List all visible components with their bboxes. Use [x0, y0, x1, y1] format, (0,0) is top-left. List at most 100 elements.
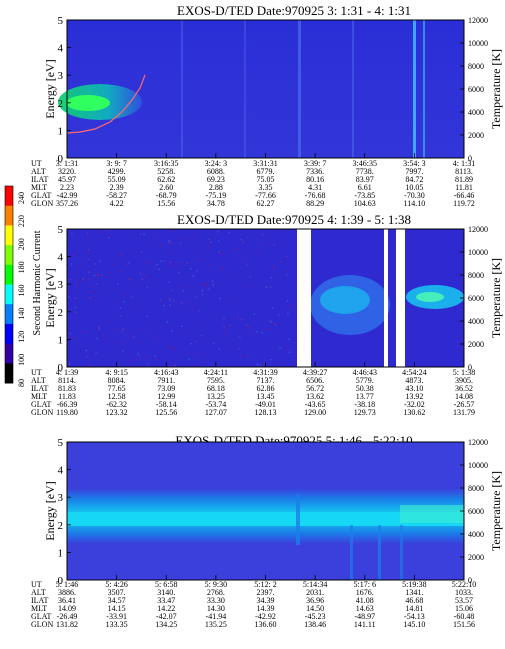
panel-3-stripe — [296, 495, 300, 545]
row-value: -43.65 — [305, 400, 326, 409]
panel-2-noise-speck — [180, 242, 182, 245]
panel-2-noise-speck — [93, 274, 96, 277]
row-value: -42.99 — [57, 191, 78, 200]
row-value: 5258. — [157, 167, 175, 176]
panel-2-noise-speck — [263, 361, 266, 364]
row-value: 4: 1:39 — [56, 368, 78, 377]
panel-2-noise-speck — [209, 263, 212, 266]
y2-tick-label: 2000 — [468, 131, 484, 140]
row-value: 68.18 — [207, 384, 225, 393]
row-value: 128.13 — [255, 408, 277, 417]
row-value: 3905. — [455, 376, 473, 385]
panel-2-noise-speck — [192, 364, 194, 367]
y-tick-label: 4 — [58, 43, 64, 55]
row-value: -58.14 — [156, 400, 177, 409]
panel-2-noise-speck — [178, 272, 180, 274]
panel-2-noise-speck — [86, 249, 89, 251]
panel-2-noise-speck — [195, 340, 197, 343]
row-value: 41.08 — [356, 596, 374, 605]
panel-1-energy-core — [66, 95, 110, 111]
panel-2-noise-speck — [186, 262, 188, 264]
panel-1-axes: 0 1 2 3 4 5 0 2000 4000 6000 8000 10000 12000 Energy … — [31, 15, 503, 208]
panel-2-noise-speck — [139, 232, 142, 235]
panel-2-noise-speck — [95, 290, 97, 292]
panel-2-noise-speck — [119, 306, 122, 309]
panel-2-noise-speck — [72, 254, 74, 257]
row-value: 14.81 — [405, 604, 423, 613]
panel-2-noise-speck — [117, 283, 119, 285]
row-value: 45.97 — [58, 175, 76, 184]
panel-2-noise-speck — [217, 240, 220, 242]
row-label: ALT — [31, 376, 46, 385]
row-value: 3886. — [58, 588, 76, 597]
row-value: 3:54: 3 — [403, 159, 425, 168]
row-value: 34.57 — [108, 596, 126, 605]
row-value: 130.62 — [403, 408, 425, 417]
panel-2-noise-speck — [72, 272, 74, 274]
panel-2-noise-speck — [120, 253, 122, 256]
panel-2-noise-speck — [190, 267, 192, 270]
panel-3-stripe — [400, 525, 403, 580]
panel-2-noise-speck — [172, 347, 175, 350]
panel-2-noise-speck — [95, 274, 98, 276]
panel-2-noise-speck — [179, 306, 182, 308]
colorbar-swatch — [5, 343, 13, 364]
panel-2-noise-speck — [238, 317, 240, 319]
panel-2-noise-speck — [237, 247, 239, 250]
colorbar-tick-label: 100 — [17, 354, 26, 366]
row-value: 14.39 — [257, 604, 275, 613]
panel-1-stripe — [298, 20, 301, 158]
panel-2-noise-speck — [106, 230, 108, 232]
panel-2-noise-speck — [87, 249, 90, 251]
panel-2-noise-speck — [110, 271, 112, 273]
y2-tick-label: 10000 — [468, 248, 488, 257]
panel-2-noise-speck — [149, 330, 151, 333]
y-axis-label: Energy [eV] — [43, 59, 57, 118]
row-value: 145.10 — [403, 620, 425, 629]
row-value: -49.01 — [255, 400, 276, 409]
panel-2-noise-speck — [242, 241, 245, 243]
y2-tick-label: 8000 — [468, 62, 484, 71]
row-value: 5:22:10 — [452, 580, 476, 589]
row-value: 15.06 — [455, 604, 473, 613]
panel-2-noise-speck — [120, 270, 122, 272]
panel-2-noise-speck — [231, 316, 233, 319]
panel-2-noise-speck — [205, 284, 207, 287]
panel-2-noise-speck — [200, 334, 203, 337]
panel-2-noise-speck — [91, 286, 93, 288]
panel-2-noise-speck — [99, 260, 101, 262]
y2-tick-label: 12000 — [468, 225, 488, 234]
row-label: GLAT — [31, 612, 52, 621]
row-label: UT — [31, 159, 42, 168]
row-value: 3: 9: 7 — [106, 159, 126, 168]
panel-2-noise-speck — [170, 289, 173, 292]
panel-2-noise-speck — [201, 293, 204, 296]
panel-2-noise-speck — [209, 243, 211, 245]
row-value: 8114. — [58, 376, 76, 385]
panel-2-noise-speck — [71, 233, 73, 235]
panel-2-noise-speck — [131, 309, 133, 312]
row-value: 2.23 — [60, 183, 74, 192]
panel-2-noise-speck — [74, 297, 77, 299]
panel-2-noise-speck — [154, 242, 157, 244]
panel-2-noise-speck — [165, 325, 168, 327]
panel-2-noise-speck — [136, 282, 139, 284]
y-tick-label: 4 — [58, 252, 64, 264]
panel-2-gap — [396, 229, 405, 367]
y2-tick-label: 4000 — [468, 108, 484, 117]
panel-2-noise-speck — [181, 302, 183, 304]
y2-tick-label: 6000 — [468, 507, 484, 516]
panel-2-noise-speck — [121, 330, 123, 333]
panel-2-noise-speck — [87, 258, 90, 261]
panel-2-noise-speck — [196, 270, 198, 272]
y-tick-label: 2 — [58, 307, 64, 319]
panel-2-noise-speck — [223, 317, 225, 320]
row-value: 14.15 — [108, 604, 126, 613]
colorbar-swatch — [5, 245, 13, 266]
panel-2-noise-speck — [188, 287, 190, 289]
panel-2-noise-speck — [163, 304, 165, 307]
row-value: 11.81 — [455, 183, 473, 192]
row-value: 5:14:34 — [303, 580, 327, 589]
row-value: 14.08 — [455, 392, 473, 401]
y2-tick-label: 2000 — [468, 553, 484, 562]
